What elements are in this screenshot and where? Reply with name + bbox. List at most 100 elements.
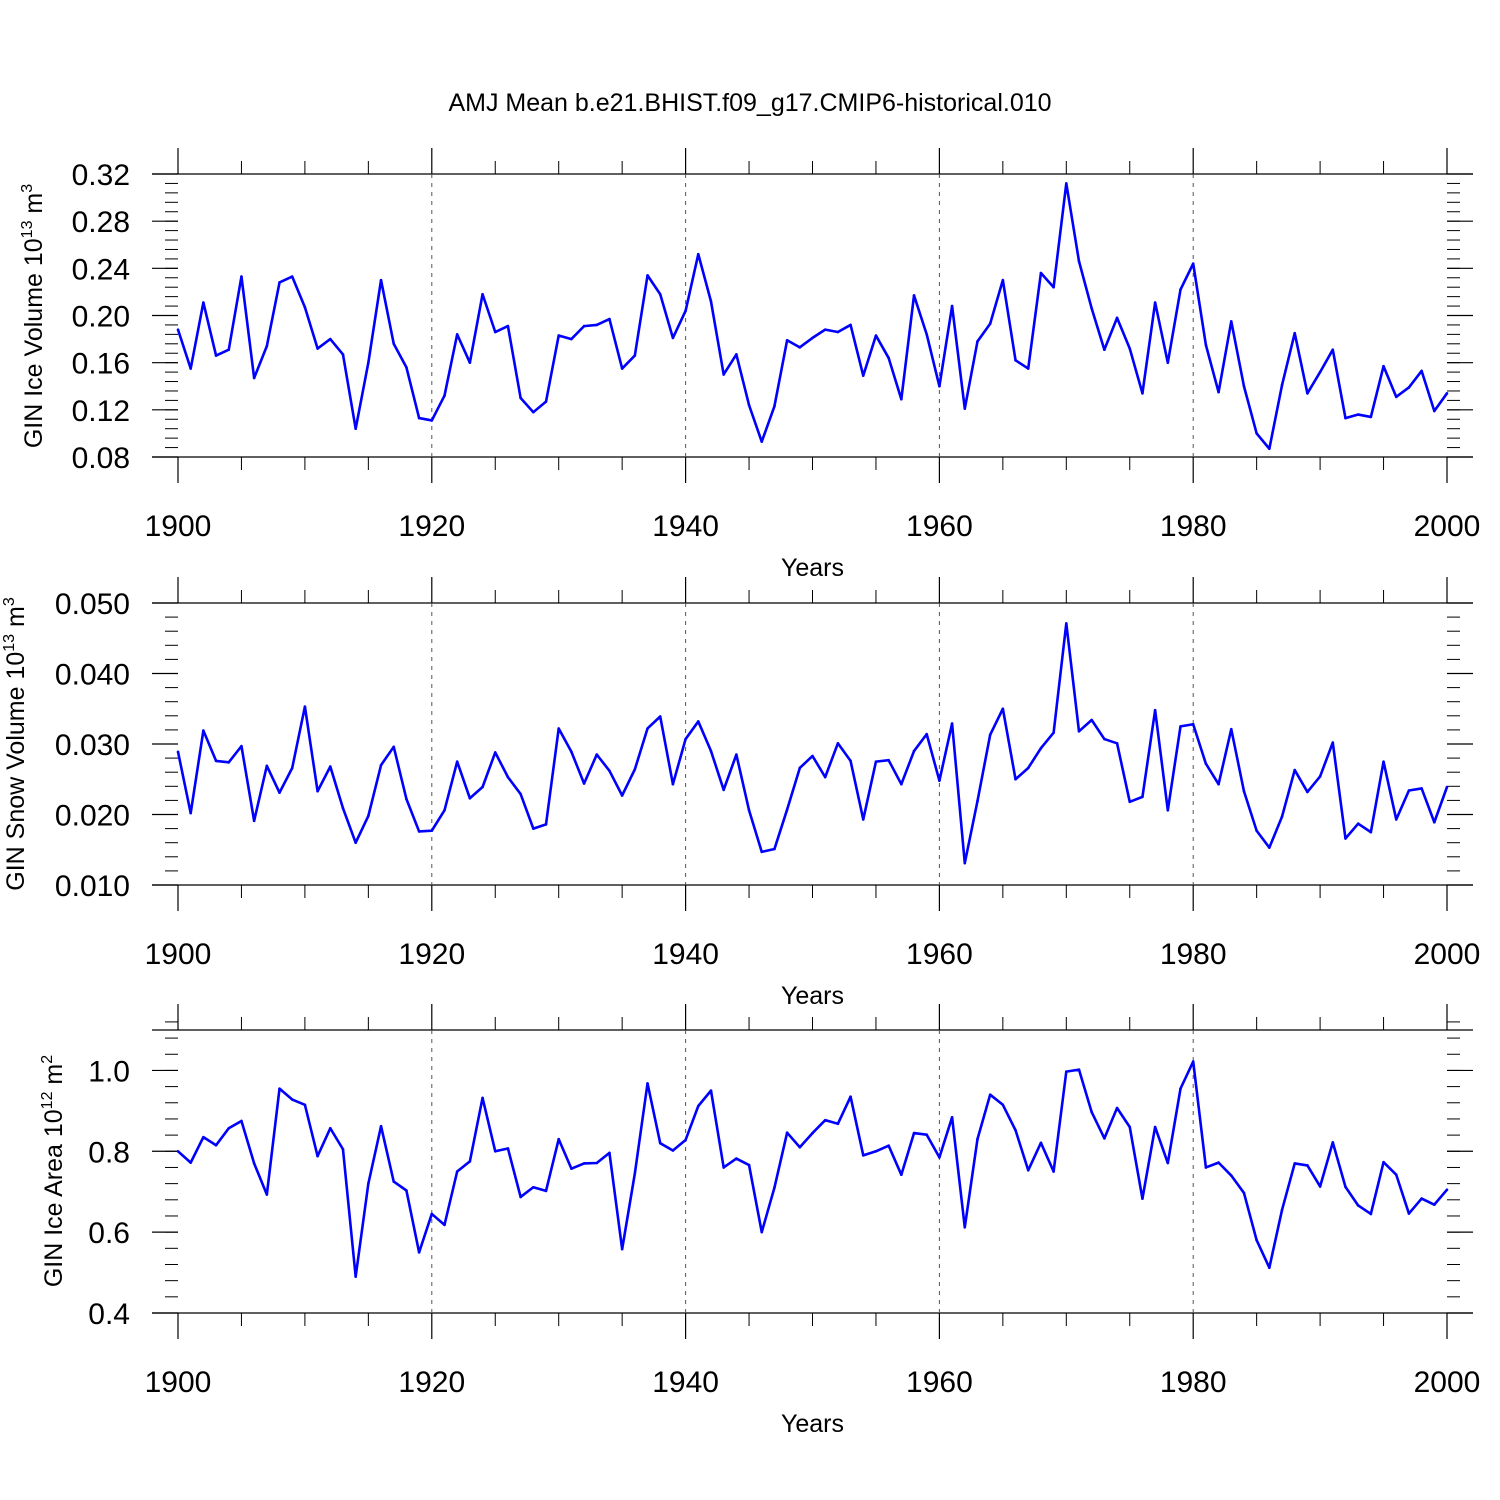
- data-point: [722, 1166, 725, 1169]
- data-point: [1382, 364, 1385, 368]
- x-tick-label: 1980: [1160, 1366, 1227, 1399]
- data-point: [240, 1119, 243, 1123]
- data-point: [925, 1133, 929, 1137]
- data-point: [189, 1161, 192, 1164]
- data-point: [1217, 782, 1220, 786]
- data-point: [392, 745, 396, 749]
- data-point: [1052, 285, 1055, 289]
- data-point: [1128, 347, 1132, 350]
- data-point: [1065, 182, 1068, 185]
- data-point: [671, 1149, 675, 1152]
- data-point: [1204, 762, 1208, 766]
- data-point: [493, 751, 497, 754]
- data-point: [836, 330, 840, 334]
- data-point: [785, 808, 789, 811]
- data-point: [1369, 830, 1373, 834]
- x-tick-label: 1960: [906, 510, 973, 543]
- data-point: [532, 410, 535, 414]
- data-point: [405, 366, 408, 369]
- data-point: [455, 333, 459, 336]
- data-point: [303, 305, 307, 309]
- y-axis-title-part: m: [2, 606, 30, 634]
- data-point: [1331, 741, 1335, 744]
- data-point: [481, 785, 484, 789]
- data-point: [455, 1170, 459, 1173]
- data-point: [240, 275, 243, 278]
- x-tick-label: 1900: [145, 938, 212, 971]
- data-point: [1141, 795, 1144, 799]
- data-point: [1306, 790, 1309, 794]
- data-point: [1014, 1128, 1017, 1132]
- x-tick-label: 1920: [398, 510, 465, 543]
- data-point: [1065, 1070, 1068, 1073]
- data-point: [316, 347, 319, 350]
- data-point: [1344, 1185, 1347, 1189]
- y-axis-title-part: 3: [19, 184, 36, 193]
- data-point: [1052, 1170, 1055, 1173]
- data-point: [443, 1223, 446, 1227]
- y-axis-title-part: GIN Ice Area 10: [40, 1109, 68, 1287]
- data-point: [887, 356, 890, 360]
- data-point: [176, 750, 180, 754]
- data-point: [481, 1096, 484, 1100]
- data-point: [1014, 359, 1017, 362]
- data-point: [722, 788, 725, 792]
- data-point: [544, 1189, 548, 1193]
- data-point: [227, 761, 231, 764]
- data-point: [354, 841, 357, 844]
- data-point: [1090, 718, 1093, 722]
- data-point: [773, 1186, 776, 1189]
- data-point: [912, 1131, 916, 1135]
- data-point: [1445, 1188, 1449, 1191]
- data-point: [214, 1143, 218, 1147]
- data-point: [1407, 386, 1411, 389]
- data-point: [341, 1147, 345, 1151]
- data-point: [976, 340, 979, 343]
- data-point: [696, 1104, 700, 1108]
- data-point: [1077, 730, 1081, 733]
- data-point: [1026, 367, 1030, 370]
- data-point: [532, 1185, 535, 1189]
- x-tick-label: 1920: [398, 1366, 465, 1399]
- y-tick-label: 0.010: [55, 870, 130, 903]
- y-axis-title-part: 13: [1, 634, 18, 652]
- data-point: [1191, 722, 1195, 726]
- data-point: [823, 1118, 827, 1122]
- data-point: [887, 758, 890, 762]
- data-point: [468, 796, 472, 800]
- data-point: [1153, 301, 1157, 304]
- data-point: [874, 334, 878, 337]
- x-axis-title: Years: [781, 1410, 844, 1438]
- data-point: [1039, 1141, 1043, 1145]
- x-tick-label: 1960: [906, 1366, 973, 1399]
- data-point: [1255, 1238, 1258, 1242]
- data-point: [367, 1182, 370, 1185]
- data-point: [938, 779, 941, 782]
- data-point: [468, 361, 472, 364]
- x-tick-label: 1900: [145, 510, 212, 543]
- data-point: [950, 304, 954, 308]
- data-point: [557, 727, 560, 730]
- data-point: [1344, 416, 1347, 420]
- data-point: [1153, 1125, 1157, 1129]
- data-point: [608, 317, 611, 321]
- data-point: [976, 799, 979, 803]
- data-point: [506, 775, 510, 779]
- data-point: [798, 346, 802, 349]
- data-point: [900, 782, 903, 786]
- data-point: [189, 367, 192, 370]
- y-axis-title-part: m: [20, 193, 48, 221]
- data-point: [988, 322, 992, 326]
- data-point: [1394, 818, 1398, 821]
- data-point: [443, 808, 446, 812]
- data-point: [1115, 742, 1119, 745]
- data-point: [722, 373, 725, 376]
- data-point: [874, 760, 878, 763]
- panel-ice-area: 0.4 0.6 0.8 1.0 1900 1920 1940 1960 1980 2000 Year…: [39, 1004, 1480, 1438]
- data-point: [265, 1193, 269, 1196]
- data-point: [1191, 262, 1195, 265]
- data-point: [1217, 390, 1220, 394]
- data-point: [557, 1137, 560, 1141]
